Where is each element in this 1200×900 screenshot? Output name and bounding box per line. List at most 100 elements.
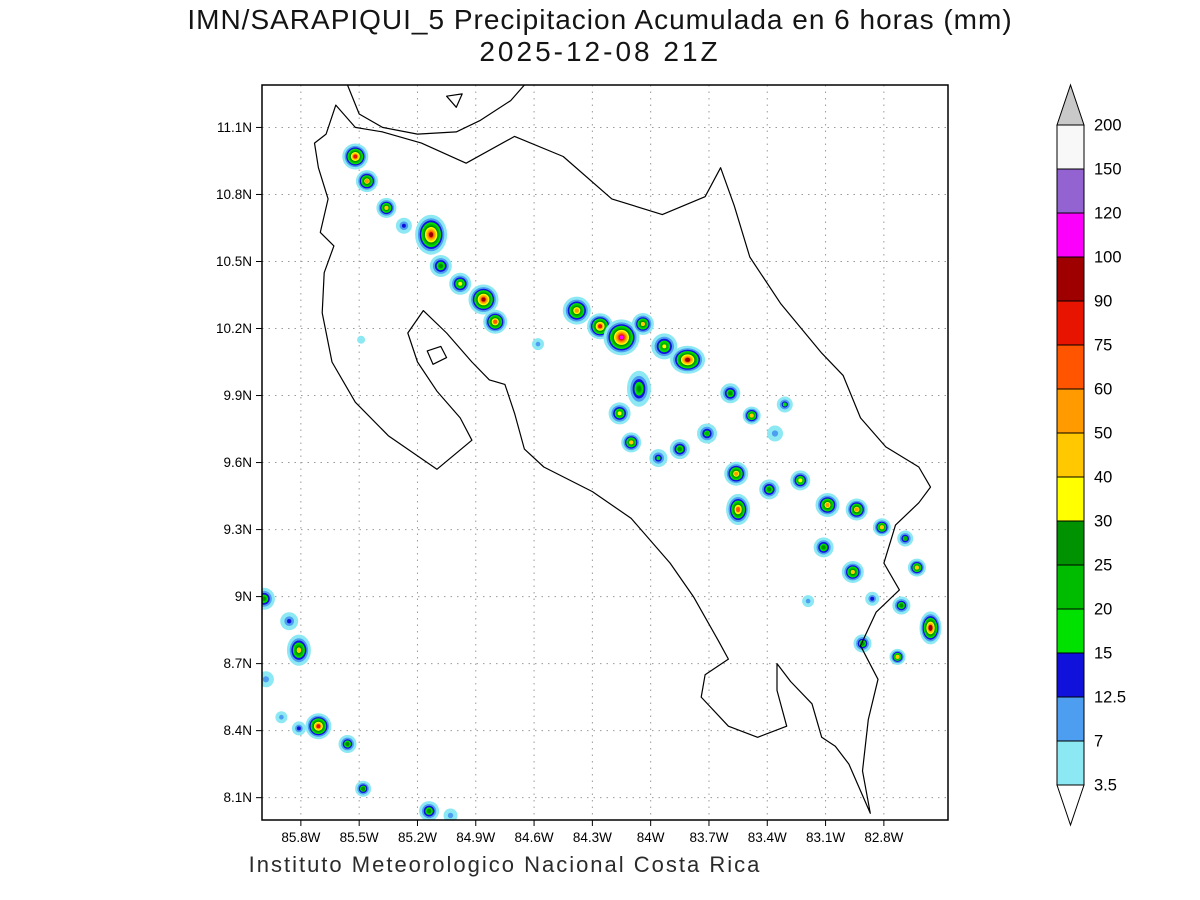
colorbar-label: 30 (1094, 513, 1112, 531)
chira-island (426, 345, 448, 365)
colorbar-label: 60 (1094, 381, 1112, 399)
colorbar-segment (1056, 520, 1085, 566)
colorbar-segment (1056, 344, 1085, 390)
precip-cell (262, 587, 275, 610)
precip-cell (286, 634, 311, 666)
precip-cell (355, 780, 372, 797)
precip-cell (889, 648, 906, 665)
precip-cell (865, 591, 880, 606)
precip-cell (919, 611, 942, 645)
chart-title: IMN/SARAPIQUI_5 Precipitacion Acumulada … (187, 4, 1013, 35)
precip-cell (357, 335, 366, 344)
colorbar-segment (1056, 740, 1085, 786)
lat-tick-label: 10.8N (216, 187, 252, 202)
precip-cell (419, 801, 440, 820)
colorbar-segment (1056, 212, 1085, 258)
precip-cell (649, 449, 668, 468)
colorbar-label: 20 (1094, 601, 1112, 619)
precip-cell (759, 479, 780, 500)
colorbar-segment (1056, 124, 1085, 170)
colorbar-label: 150 (1094, 161, 1122, 179)
precip-cell (280, 612, 299, 631)
lon-tick-label: 85.2W (398, 830, 437, 845)
precip-cell (724, 461, 749, 486)
lat-tick-label: 11.1N (217, 120, 252, 135)
colorbar-segment (1056, 256, 1085, 302)
precip-cell (603, 319, 640, 356)
precip-cell (443, 808, 458, 820)
precip-cell (720, 383, 741, 404)
lat-tick-label: 9.9N (223, 388, 252, 403)
precip-cell (726, 493, 751, 526)
valid-time: 2025-12-08 21Z (479, 36, 721, 67)
precip-cell (651, 333, 678, 360)
precip-cell (892, 596, 911, 615)
precip-cell (342, 143, 369, 170)
colorbar: 3.5 7 12.5 15 20 25 30 40 50 60 75 90 100 120 150 200 (1056, 83, 1126, 827)
colorbar-label: 100 (1094, 249, 1122, 267)
colorbar-label: 7 (1094, 733, 1103, 751)
lake-island (446, 93, 463, 108)
precip-cell (305, 713, 332, 740)
axis-ticks (256, 126, 885, 826)
colorbar-segment (1056, 388, 1085, 434)
lon-tick-label: 82.8W (864, 830, 903, 845)
colorbar-label: 90 (1094, 293, 1112, 311)
lon-tick-label: 83.1W (806, 830, 845, 845)
precip-cell (802, 595, 815, 608)
precip-cell (815, 493, 840, 517)
precip-cell (627, 370, 651, 407)
lon-tick-label: 84.9W (456, 830, 495, 845)
precip-cell (776, 396, 793, 413)
lon-tick-label: 84.3W (573, 830, 612, 845)
lat-tick-label: 8.1N (223, 790, 252, 805)
lon-tick-label: 83.4W (748, 830, 787, 845)
colorbar-segment (1056, 476, 1085, 522)
costa-rica-outline (313, 104, 932, 814)
precip-cell (376, 197, 397, 218)
precip-cell (841, 561, 864, 583)
colorbar-segment (1056, 652, 1085, 698)
axis-labels: 11.1N 10.8N 10.5N 10.2N 9.9N 9.6N 9.3N 9N 8.7N 8.… (216, 120, 904, 845)
colorbar-segment (1056, 608, 1085, 654)
precip-cell (587, 313, 614, 340)
coastline (313, 85, 932, 814)
colorbar-label: 15 (1094, 645, 1112, 663)
lon-tick-label: 84.6W (515, 830, 554, 845)
precip-cell (468, 284, 499, 315)
precip-cell (483, 309, 508, 334)
precip-cell (532, 338, 544, 351)
precip-cell (742, 406, 761, 425)
precip-cell (669, 439, 690, 460)
colorbar-segment (1056, 168, 1085, 214)
colorbar-arrow-bottom (1056, 784, 1085, 827)
precip-cell (275, 711, 288, 724)
colorbar-label: 40 (1094, 469, 1112, 487)
precip-cell (355, 170, 378, 193)
lon-tick-label: 85.5W (340, 830, 379, 845)
attribution-text: Instituto Meteorologico Nacional Costa R… (248, 852, 762, 877)
colorbar-label: 120 (1094, 205, 1122, 223)
precip-cell (767, 425, 783, 442)
lat-tick-label: 8.7N (223, 656, 252, 671)
precip-cell (429, 255, 452, 277)
colorbar-label: 3.5 (1094, 777, 1117, 795)
precip-cell (845, 498, 868, 521)
colorbar-label: 200 (1094, 117, 1122, 135)
precip-cell (790, 470, 811, 491)
colorbar-arrow-top (1056, 83, 1085, 126)
colorbar-label: 75 (1094, 337, 1112, 355)
lat-tick-label: 9N (235, 589, 252, 604)
precip-cell (262, 671, 274, 688)
precip-cell (872, 518, 891, 537)
colorbar-segment (1056, 564, 1085, 610)
colorbar-segment (1056, 300, 1085, 346)
precipitation-cells (262, 143, 942, 820)
precip-cell (415, 214, 448, 255)
precip-cell (562, 296, 591, 325)
precip-cell (291, 721, 306, 736)
map-frame (261, 84, 949, 821)
precip-cell (395, 217, 412, 234)
